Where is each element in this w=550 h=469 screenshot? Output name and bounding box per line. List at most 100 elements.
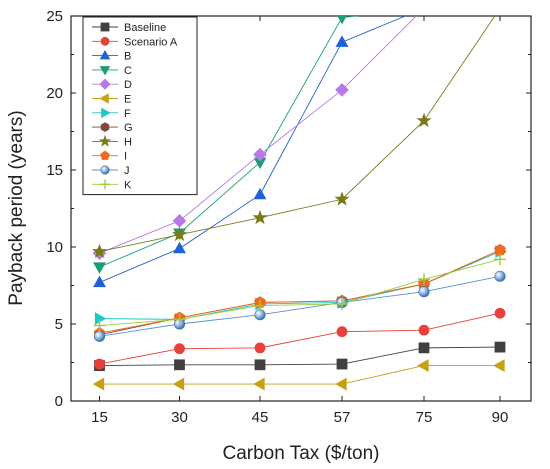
data-point xyxy=(92,377,105,391)
legend-marker xyxy=(101,107,111,119)
series-line xyxy=(99,346,501,367)
data-point xyxy=(418,342,430,354)
x-tick-label: 30 xyxy=(171,409,188,426)
data-point xyxy=(494,2,507,14)
data-point xyxy=(94,358,105,370)
data-point xyxy=(416,112,432,128)
legend-marker xyxy=(100,122,110,132)
y-tick-label: 25 xyxy=(46,8,63,25)
data-point xyxy=(254,299,266,312)
data-point xyxy=(334,191,350,206)
legend-marker xyxy=(100,150,110,160)
legend-marker xyxy=(100,36,110,46)
x-tick-label: 15 xyxy=(91,409,108,426)
legend-item: E xyxy=(92,93,131,106)
data-point xyxy=(494,307,506,319)
legend-item: G xyxy=(92,122,133,134)
data-point xyxy=(418,286,430,298)
legend-item: Scenario A xyxy=(92,36,178,48)
series-line xyxy=(99,16,496,253)
legend-box xyxy=(82,16,198,196)
legend-label: H xyxy=(124,136,132,148)
series-scenario-a xyxy=(94,307,506,370)
legend-item: K xyxy=(92,179,132,191)
data-point xyxy=(172,377,185,391)
data-point xyxy=(91,243,108,259)
data-point xyxy=(336,358,348,370)
data-point xyxy=(253,187,267,200)
data-point xyxy=(337,16,347,25)
legend-marker xyxy=(99,66,111,76)
legend-label: D xyxy=(124,79,132,91)
legend-item: B xyxy=(92,49,131,63)
data-point xyxy=(494,2,507,15)
legend-item: C xyxy=(92,65,132,77)
data-point xyxy=(418,4,430,14)
data-point xyxy=(174,359,185,371)
data-point xyxy=(494,253,506,266)
series-line xyxy=(99,258,501,326)
legend-item: D xyxy=(92,78,132,91)
data-point xyxy=(252,209,268,225)
legend-label: Scenario A xyxy=(124,36,178,48)
legend-label: G xyxy=(124,122,133,134)
legend-marker xyxy=(99,78,111,90)
legend-label: Baseline xyxy=(124,22,166,34)
x-tick-label: 45 xyxy=(252,409,269,426)
data-point xyxy=(417,359,429,373)
legend-label: C xyxy=(124,65,132,77)
x-tick-label: 90 xyxy=(492,409,509,426)
legend-label: F xyxy=(124,108,131,120)
legend-label: I xyxy=(124,151,127,163)
data-point xyxy=(253,147,267,162)
data-point xyxy=(418,324,430,336)
series-line xyxy=(99,16,360,268)
data-point xyxy=(171,226,188,242)
series-b xyxy=(93,2,506,288)
legend-label: B xyxy=(124,51,131,63)
x-axis-title: Carbon Tax ($/ton) xyxy=(222,443,379,464)
data-point xyxy=(493,359,505,373)
legend-item: Baseline xyxy=(92,22,166,34)
y-tick-label: 5 xyxy=(55,316,63,333)
data-point xyxy=(418,2,431,15)
data-point xyxy=(254,342,266,354)
legend-marker xyxy=(100,179,110,190)
data-point xyxy=(418,2,430,12)
data-point xyxy=(494,4,506,14)
data-point xyxy=(336,297,348,310)
data-point xyxy=(494,341,506,353)
legend-label: K xyxy=(124,179,132,191)
data-point xyxy=(94,312,107,326)
series-line xyxy=(99,16,407,283)
data-point xyxy=(93,262,106,274)
data-point xyxy=(93,275,106,288)
legend-marker xyxy=(98,134,112,147)
series-line xyxy=(99,275,501,337)
legend-marker xyxy=(99,49,111,60)
x-tick-label: 57 xyxy=(334,409,351,426)
legend-item: F xyxy=(92,107,131,120)
data-point xyxy=(494,2,506,12)
data-point xyxy=(494,270,506,282)
legend-item: H xyxy=(92,134,132,148)
data-point xyxy=(335,83,349,97)
y-axis-title: Payback period (years) xyxy=(6,110,27,305)
legend-item: I xyxy=(92,150,127,163)
data-point xyxy=(173,241,186,254)
series-e xyxy=(92,359,505,391)
y-tick-label: 20 xyxy=(46,85,63,102)
x-tick-label: 75 xyxy=(416,409,433,426)
series-c xyxy=(93,4,506,274)
legend-label: E xyxy=(124,94,131,106)
legend-label: J xyxy=(124,165,130,177)
legend-marker xyxy=(99,93,109,104)
data-point xyxy=(174,343,185,355)
data-point xyxy=(253,377,265,391)
data-point xyxy=(254,359,266,371)
series-line xyxy=(99,365,500,385)
y-tick-label: 0 xyxy=(55,393,63,410)
data-point xyxy=(173,313,186,326)
data-point xyxy=(335,377,347,391)
